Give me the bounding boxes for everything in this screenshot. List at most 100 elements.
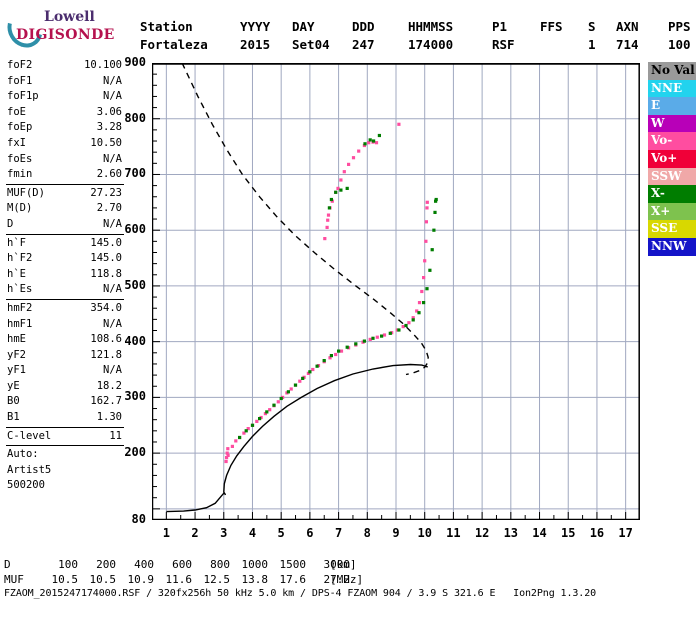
data-point xyxy=(345,345,349,349)
series-o-trace-vo- xyxy=(224,122,429,464)
station-col-label: P1 xyxy=(492,19,508,34)
data-point xyxy=(263,412,267,416)
data-point xyxy=(339,188,343,192)
data-point xyxy=(238,435,242,440)
trace-path xyxy=(166,363,429,513)
data-point xyxy=(411,316,415,320)
param-divider xyxy=(6,426,124,428)
legend-item-x-[interactable]: X- xyxy=(648,185,696,203)
y-axis-tick-label: 200 xyxy=(124,445,146,460)
station-col-label: AXN xyxy=(616,19,639,34)
data-point xyxy=(401,325,405,329)
data-point xyxy=(224,459,228,464)
data-point xyxy=(272,404,276,408)
data-point xyxy=(420,289,424,294)
footer-file-row: FZAOM_2015247174000.RSF / 320fx256h 50 k… xyxy=(4,587,700,602)
data-point xyxy=(397,122,401,126)
data-point xyxy=(226,447,230,451)
param-key: M(D) xyxy=(7,202,33,215)
legend-item-nne[interactable]: NNE xyxy=(648,79,696,98)
param-row: foEp 3.28 xyxy=(4,120,126,136)
legend-item-no-val[interactable]: No Val xyxy=(648,62,696,80)
param-row: foEs N/A xyxy=(4,152,126,168)
param-key: h`Es xyxy=(7,283,33,296)
legend-item-ssw[interactable]: SSW xyxy=(648,167,696,186)
param-row: foF2 10.100 xyxy=(4,58,126,74)
ionogram-window: Lowell DIGISONDE foF2 10.100 foF1 N/A foF1p N… xyxy=(0,4,700,602)
param-key: hmF1 xyxy=(7,317,33,330)
data-point xyxy=(326,213,331,217)
legend-item-nnw[interactable]: NNW xyxy=(648,237,696,256)
station-col-value: 714 xyxy=(616,37,639,52)
data-point xyxy=(424,220,428,224)
data-point xyxy=(347,346,351,350)
data-point xyxy=(339,349,344,353)
data-point xyxy=(244,429,248,433)
param-row: foE 3.06 xyxy=(4,105,126,121)
data-point xyxy=(226,453,230,457)
footer-muf-value: 10.5 xyxy=(89,572,117,586)
param-row: fxI 10.50 xyxy=(4,136,126,152)
data-point xyxy=(425,287,429,291)
param-note: Auto: xyxy=(7,448,39,461)
footer-d-value: 1000 xyxy=(241,558,269,571)
y-axis-tick-label: 500 xyxy=(124,277,146,292)
data-point xyxy=(377,133,381,138)
param-row: B1 1.30 xyxy=(4,410,126,426)
x-axis-tick-label: 17 xyxy=(618,526,633,540)
legend-item-e[interactable]: E xyxy=(648,97,696,115)
x-axis-tick-label: 1 xyxy=(162,526,170,540)
x-axis-tick-label: 2 xyxy=(191,526,199,540)
data-point xyxy=(301,376,305,380)
legend-item-sse[interactable]: SSE xyxy=(648,220,696,238)
data-point xyxy=(242,431,246,435)
param-value: 27.23 xyxy=(90,186,122,199)
data-point xyxy=(259,415,263,420)
data-point xyxy=(306,371,310,375)
param-row: h`F 145.0 xyxy=(4,236,126,252)
data-point xyxy=(316,364,321,368)
data-point xyxy=(276,400,280,404)
x-axis-tick-label: 10 xyxy=(417,526,432,540)
footer-muf-label: MUF xyxy=(4,572,24,586)
legend-item-vo-[interactable]: Vo- xyxy=(648,132,696,150)
param-row: foF1 N/A xyxy=(4,74,126,90)
logo-brand-top: Lowell xyxy=(44,9,95,25)
param-divider xyxy=(6,445,124,447)
x-axis-tick-label: 12 xyxy=(474,526,490,540)
legend-item-vo-[interactable]: Vo+ xyxy=(648,149,696,168)
station-col-value: Fortaleza xyxy=(140,37,208,52)
x-axis-tick-label: 6 xyxy=(306,526,314,540)
data-point xyxy=(417,301,422,305)
data-point xyxy=(337,349,341,353)
param-key: yE xyxy=(7,379,20,392)
ionogram-plot-area[interactable] xyxy=(152,63,640,520)
footer-muf-row: MUF 10.5 10.5 10.9 11.6 12.5 13.8 17.6 27.2 [MHz] xyxy=(4,573,700,588)
data-point xyxy=(279,396,283,401)
data-point xyxy=(322,360,326,364)
data-point xyxy=(234,439,238,443)
polarization-legend[interactable]: No Val NNE E W Vo- Vo+ SSW X- X+ SSE NNW xyxy=(648,62,696,256)
data-point xyxy=(286,390,290,394)
data-point xyxy=(268,408,272,412)
data-point xyxy=(225,456,229,460)
data-point xyxy=(363,142,367,146)
data-point xyxy=(339,178,343,182)
param-value: 354.0 xyxy=(90,301,122,314)
series-muf-oblique-curve-dashed- xyxy=(181,63,429,376)
legend-item-x-[interactable]: X+ xyxy=(648,202,696,221)
data-point xyxy=(390,331,394,335)
param-row: yE 18.2 xyxy=(4,379,126,395)
series-true-height-profile-n-h- xyxy=(166,363,429,513)
y-axis-tick-label: 600 xyxy=(124,222,146,237)
station-col-label: YYYY xyxy=(240,19,271,34)
param-note: 500200 xyxy=(7,479,45,492)
legend-item-w[interactable]: W xyxy=(648,114,696,133)
data-point xyxy=(425,206,429,210)
param-key: B1 xyxy=(7,411,20,424)
param-value: 118.8 xyxy=(90,267,122,280)
param-key: B0 xyxy=(7,395,20,408)
data-point xyxy=(428,268,432,272)
footer-d-unit: [km] xyxy=(330,558,357,571)
param-value: 11 xyxy=(109,429,122,442)
